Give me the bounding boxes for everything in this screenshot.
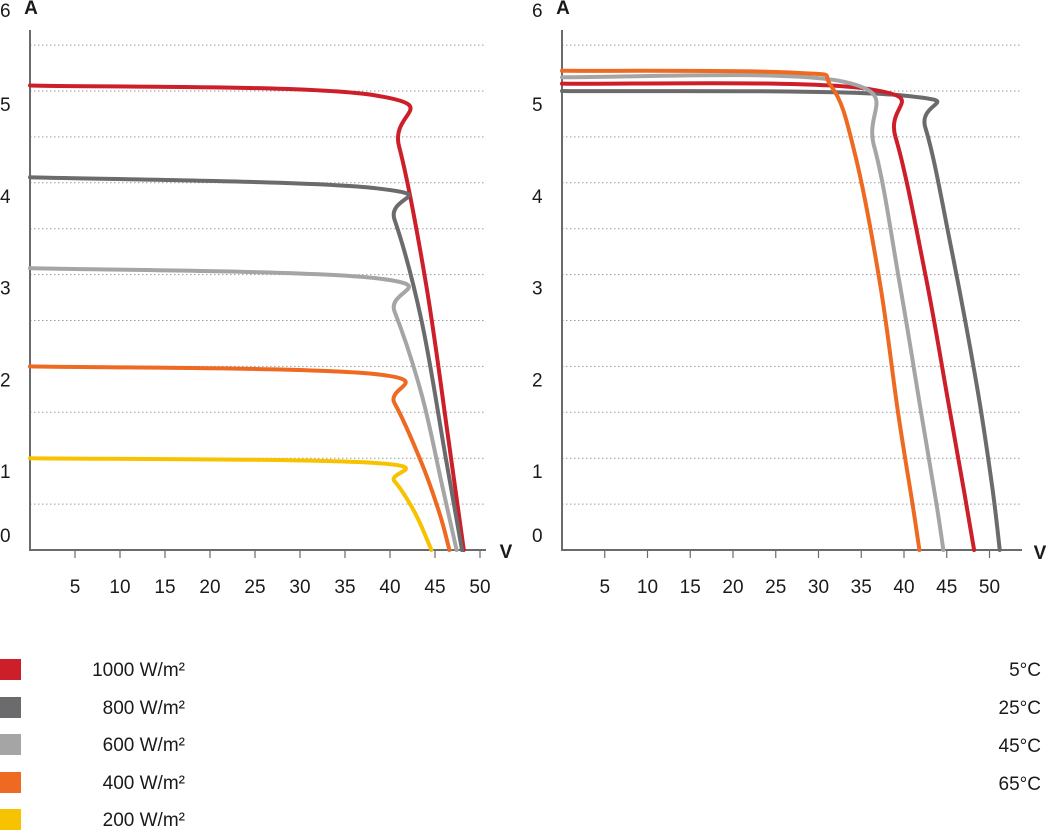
x-tick-label-right: 15 — [680, 577, 701, 598]
series-line-left-4 — [28, 456, 434, 552]
x-tick-label-left: 30 — [289, 577, 310, 598]
series-line-right-3 — [560, 68, 922, 552]
y-tick-label-right: 6 — [532, 1, 543, 22]
x-tick-label-right: 30 — [808, 577, 829, 598]
legend-swatch — [0, 771, 21, 793]
legend-item: 200 W/m² — [0, 809, 190, 833]
x-tick-label-right: 5 — [599, 577, 610, 598]
y-tick-label-left: 1 — [0, 462, 11, 483]
legend-label: 25°C — [998, 698, 1041, 719]
legend-label: 65°C — [998, 774, 1041, 795]
legend-label: 45°C — [998, 736, 1041, 757]
legend-item: 400 W/m² — [0, 771, 190, 796]
y-tick-label-right: 4 — [532, 187, 543, 208]
legend-item: 25°C — [961, 697, 1050, 721]
legend-swatch — [0, 734, 21, 755]
x-tick-label-left: 10 — [109, 577, 130, 598]
legend-label: 1000 W/m² — [92, 660, 185, 681]
series-line-left-1 — [28, 175, 464, 552]
x-tick-label-left: 35 — [334, 577, 355, 598]
x-tick-label-left: 15 — [154, 577, 175, 598]
x-tick-label-left: 20 — [199, 577, 220, 598]
series-line-right-2 — [560, 73, 946, 552]
y-tick-label-left: 2 — [0, 370, 11, 391]
x-tick-label-left: 50 — [469, 577, 490, 598]
legend-swatch — [0, 696, 21, 718]
x-tick-label-right: 35 — [851, 577, 872, 598]
x-tick-label-right: 25 — [765, 577, 786, 598]
y-tick-label-left: 6 — [0, 1, 11, 22]
y-tick-label-left: 5 — [0, 95, 11, 116]
legend-item: 5°C — [961, 659, 1050, 683]
x-tick-label-left: 45 — [424, 577, 445, 598]
x-tick-label-right: 40 — [893, 577, 914, 598]
x-tick-label-right: 50 — [979, 577, 1000, 598]
y-axis-label-left: A — [24, 0, 38, 19]
legend-item: 1000 W/m² — [0, 659, 190, 683]
y-tick-label-left: 0 — [0, 526, 11, 547]
legend-item: 800 W/m² — [0, 696, 190, 721]
x-tick-label-left: 25 — [244, 577, 265, 598]
legend-label: 800 W/m² — [102, 697, 185, 719]
y-tick-label-left: 4 — [0, 187, 11, 208]
legend-label: 600 W/m² — [102, 735, 185, 756]
y-axis-label-right: A — [556, 0, 570, 19]
y-tick-label-right: 0 — [532, 526, 543, 547]
legend-item: 600 W/m² — [0, 734, 190, 758]
series-line-left-0 — [28, 83, 466, 552]
x-tick-label-left: 5 — [70, 577, 81, 598]
x-tick-label-left: 40 — [379, 577, 400, 598]
x-axis-label-left: V — [500, 542, 513, 563]
legend-label: 200 W/m² — [102, 810, 185, 831]
legend-swatch — [0, 659, 21, 680]
x-tick-label-right: 45 — [936, 577, 957, 598]
x-tick-label-right: 20 — [722, 577, 743, 598]
legend-swatch — [0, 809, 21, 830]
x-axis-label-right: V — [1034, 543, 1047, 564]
legend-label: 400 W/m² — [102, 772, 185, 794]
y-tick-label-left: 3 — [0, 279, 11, 300]
series-line-right-1 — [560, 81, 977, 552]
legend-label: 5°C — [1009, 660, 1041, 681]
series-line-left-2 — [28, 266, 459, 552]
series-line-left-3 — [28, 364, 452, 552]
y-tick-label-right: 3 — [532, 279, 543, 300]
y-tick-label-right: 1 — [532, 462, 543, 483]
y-tick-label-right: 5 — [532, 95, 543, 116]
x-tick-label-right: 10 — [637, 577, 658, 598]
series-line-right-0 — [560, 89, 1002, 552]
y-tick-label-right: 2 — [532, 370, 543, 391]
legend-item: 65°C — [961, 773, 1050, 797]
legend-item: 45°C — [961, 735, 1050, 759]
